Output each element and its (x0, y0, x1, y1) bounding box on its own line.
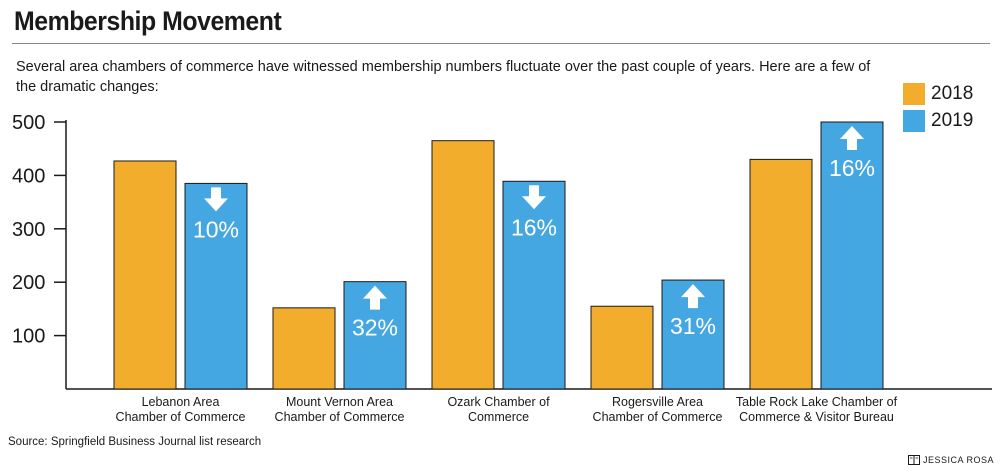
bar-2019 (820, 121, 884, 390)
x-category-label: Commerce & Visitor Bureau (739, 410, 894, 424)
change-arrow-up-icon (681, 284, 705, 309)
credit: JESSICA ROSA (908, 455, 994, 465)
bar-2018 (113, 160, 177, 390)
legend-label-2018: 2018 (931, 82, 974, 104)
book-icon (908, 455, 920, 465)
source-note: Source: Springfield Business Journal lis… (8, 436, 262, 448)
change-arrow-down-icon (522, 185, 546, 210)
bar-2018 (749, 158, 813, 390)
title-divider (12, 43, 990, 44)
y-tick-label: 100 (12, 326, 45, 348)
y-tick-label: 500 (12, 112, 45, 134)
change-arrow-up-icon (363, 285, 387, 310)
change-arrow-down-icon (204, 187, 228, 212)
chart-subtitle: Several area chambers of commerce have w… (16, 59, 871, 95)
bar-2018 (431, 140, 495, 390)
bar-2018 (272, 307, 336, 390)
legend-item-2019: 2019 (903, 107, 973, 134)
change-label: 16% (511, 214, 557, 240)
change-label: 16% (829, 155, 875, 181)
change-arrow-up-icon (840, 126, 864, 150)
x-category-label: Rogersville Area (612, 395, 703, 409)
legend-label-2019: 2019 (931, 109, 974, 131)
change-label: 31% (670, 313, 716, 339)
x-category-label: Mount Vernon Area (286, 395, 393, 409)
x-category-label: Chamber of Commerce (275, 410, 405, 424)
bar-2019 (184, 182, 248, 390)
x-category-label: Lebanon Area (142, 395, 220, 409)
y-tick-label: 300 (12, 219, 45, 241)
change-label: 10% (193, 216, 239, 242)
legend-swatch-2018 (903, 82, 925, 105)
y-tick-label: 400 (12, 165, 45, 187)
credit-label: JESSICA ROSA (923, 455, 995, 465)
x-category-label: Commerce (468, 410, 529, 424)
legend-item-2018: 2018 (903, 80, 973, 107)
bar-2018 (590, 305, 654, 390)
x-category-label: Chamber of Commerce (593, 410, 723, 424)
x-category-label: Ozark Chamber of (447, 395, 550, 409)
bar-2019 (502, 180, 566, 390)
x-category-label: Chamber of Commerce (116, 410, 246, 424)
x-category-label: Table Rock Lake Chamber of (736, 395, 898, 409)
legend-swatch-2019 (903, 109, 925, 132)
y-tick-label: 200 (12, 272, 45, 294)
legend: 2018 2019 (903, 80, 973, 134)
change-label: 32% (352, 315, 398, 341)
page-title: Membership Movement (14, 6, 282, 36)
